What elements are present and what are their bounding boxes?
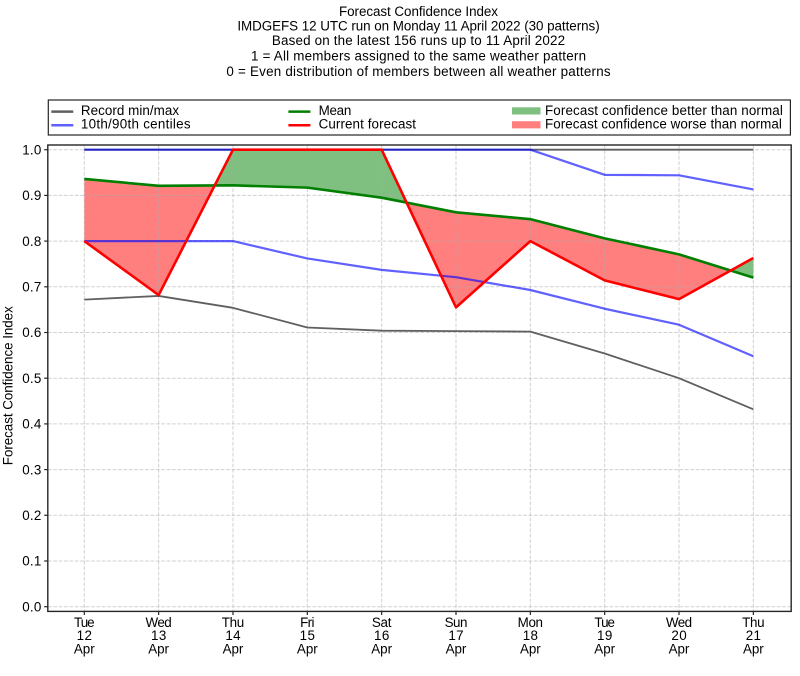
svg-text:0.4: 0.4 [22, 417, 42, 432]
svg-text:Sat: Sat [372, 615, 392, 630]
svg-text:Record min/max: Record min/max [81, 103, 179, 118]
svg-text:Thu: Thu [222, 615, 245, 630]
svg-text:21: 21 [746, 628, 761, 643]
svg-text:0.6: 0.6 [22, 325, 41, 340]
svg-text:Mean: Mean [319, 103, 352, 118]
svg-text:0.5: 0.5 [22, 371, 41, 386]
svg-text:IMDGEFS 12 UTC run on Monday 1: IMDGEFS 12 UTC run on Monday 11 April 20… [237, 18, 599, 33]
svg-text:17: 17 [448, 628, 463, 643]
svg-text:Apr: Apr [74, 641, 95, 656]
svg-text:0.0: 0.0 [22, 599, 41, 614]
svg-text:1 = All members assigned to th: 1 = All members assigned to the same wea… [251, 49, 586, 64]
svg-text:18: 18 [523, 628, 538, 643]
svg-text:0.7: 0.7 [22, 280, 41, 295]
svg-text:14: 14 [225, 628, 241, 643]
svg-text:Apr: Apr [520, 641, 541, 656]
svg-text:Forecast confidence worse than: Forecast confidence worse than normal [545, 116, 782, 131]
svg-text:16: 16 [374, 628, 389, 643]
svg-text:0.3: 0.3 [22, 462, 41, 477]
svg-text:12: 12 [77, 628, 92, 643]
svg-text:Forecast Confidence Index: Forecast Confidence Index [339, 4, 498, 19]
svg-text:Tue: Tue [74, 615, 95, 630]
svg-text:Forecast Confidence Index: Forecast Confidence Index [1, 306, 16, 465]
svg-text:Apr: Apr [148, 641, 169, 656]
svg-text:13: 13 [151, 628, 166, 643]
svg-text:Based on the latest 156 runs u: Based on the latest 156 runs up to 11 Ap… [272, 33, 565, 48]
svg-text:0.2: 0.2 [22, 508, 41, 523]
svg-text:Fri: Fri [300, 615, 314, 630]
svg-text:Current forecast: Current forecast [319, 116, 417, 131]
svg-text:Apr: Apr [223, 641, 244, 656]
svg-text:0 = Even distribution of membe: 0 = Even distribution of members between… [226, 64, 610, 79]
svg-text:Wed: Wed [666, 615, 692, 630]
svg-text:Mon: Mon [518, 615, 543, 630]
svg-text:Sun: Sun [445, 615, 468, 630]
svg-text:Tue: Tue [594, 615, 615, 630]
svg-text:Apr: Apr [446, 641, 467, 656]
svg-text:0.8: 0.8 [22, 234, 41, 249]
svg-text:Thu: Thu [742, 615, 765, 630]
svg-text:15: 15 [300, 628, 315, 643]
svg-text:Apr: Apr [743, 641, 764, 656]
svg-text:1.0: 1.0 [22, 142, 41, 157]
svg-text:19: 19 [597, 628, 612, 643]
svg-text:Apr: Apr [371, 641, 392, 656]
svg-text:0.9: 0.9 [22, 188, 41, 203]
svg-text:10th/90th centiles: 10th/90th centiles [81, 116, 191, 131]
svg-text:Apr: Apr [297, 641, 318, 656]
svg-text:0.1: 0.1 [22, 554, 41, 569]
svg-text:Wed: Wed [146, 615, 172, 630]
svg-text:20: 20 [671, 628, 686, 643]
svg-text:Apr: Apr [594, 641, 615, 656]
svg-text:Forecast confidence better tha: Forecast confidence better than normal [545, 103, 783, 118]
svg-text:Apr: Apr [669, 641, 690, 656]
